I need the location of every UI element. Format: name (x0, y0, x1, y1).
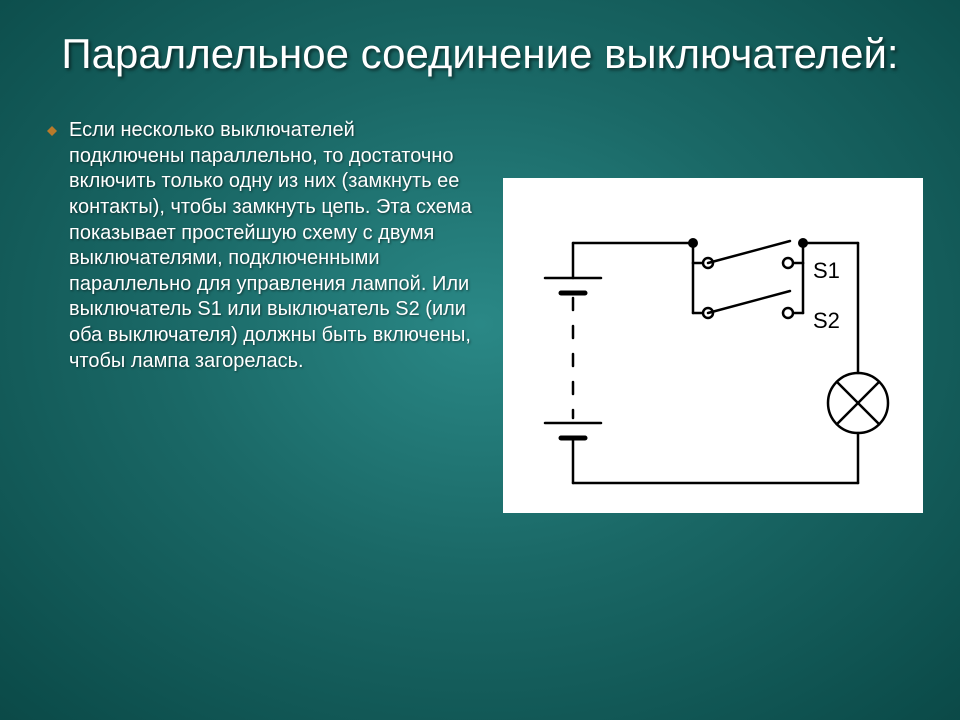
s2-arm (708, 291, 790, 313)
circuit-diagram: S1 S2 (503, 178, 923, 513)
s1-term-right (783, 258, 793, 268)
body-text: Если несколько выключателей подключены п… (69, 118, 475, 374)
slide: Параллельное соединение выключателей: Ес… (0, 0, 960, 543)
diagram-column: S1 S2 (503, 178, 923, 513)
s1-arm (708, 241, 790, 263)
label-s2: S2 (813, 308, 840, 333)
s2-term-right (783, 308, 793, 318)
slide-title: Параллельное соединение выключателей: (45, 30, 915, 78)
bullet-icon (45, 124, 59, 374)
text-column: Если несколько выключателей подключены п… (45, 118, 475, 374)
label-s1: S1 (813, 258, 840, 283)
circuit-svg: S1 S2 (503, 178, 923, 513)
content-row: Если несколько выключателей подключены п… (45, 118, 915, 513)
